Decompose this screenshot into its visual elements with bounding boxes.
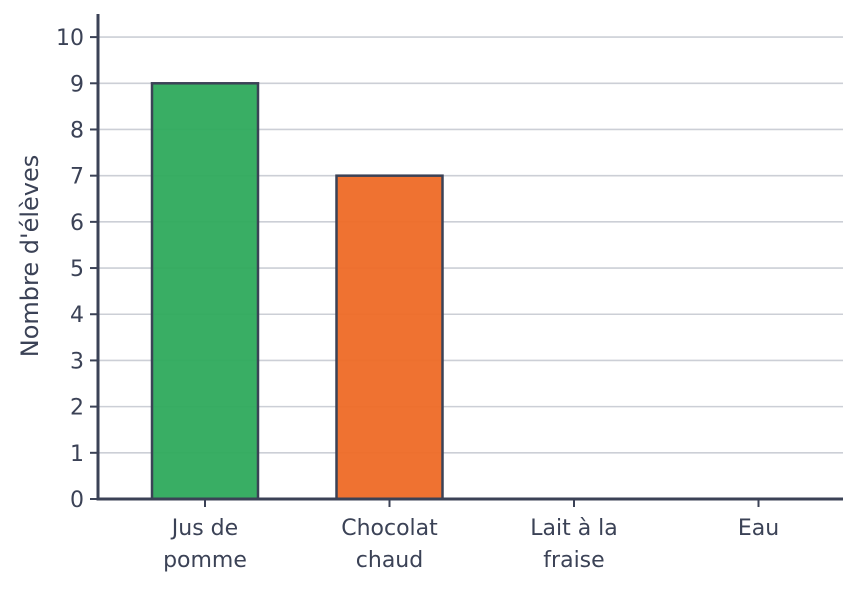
x-ticks: Jus de pomme Chocolat chaud Lait à la fraise E…: [163, 499, 779, 573]
y-tick-label-1: 1: [70, 442, 84, 467]
y-tick-label-5: 5: [70, 257, 84, 282]
x-tick-label-2: Lait à la fraise: [530, 516, 618, 573]
x-tick-label-0: Jus de pomme: [163, 516, 247, 573]
bars: [150, 82, 444, 501]
bar-0: [150, 82, 260, 501]
y-tick-label-8: 8: [70, 118, 84, 143]
y-tick-label-3: 3: [70, 349, 84, 374]
y-tick-label-6: 6: [70, 211, 84, 236]
y-tick-label-2: 2: [70, 396, 84, 421]
y-tick-label-9: 9: [70, 72, 84, 97]
x-tick-label-1: Chocolat chaud: [341, 516, 438, 573]
axes: [96, 14, 843, 501]
x-tick-label-3: Eau: [738, 516, 779, 541]
y-ticks: 0 1 2 3 4 5 6 7 8 9 10: [56, 26, 98, 513]
y-tick-label-7: 7: [70, 165, 84, 190]
y-tick-label-0: 0: [70, 488, 84, 513]
bar-1: [335, 174, 444, 501]
y-tick-label-4: 4: [70, 303, 84, 328]
y-tick-label-10: 10: [56, 26, 84, 51]
y-axis-label: Nombre d'élèves: [16, 155, 44, 358]
